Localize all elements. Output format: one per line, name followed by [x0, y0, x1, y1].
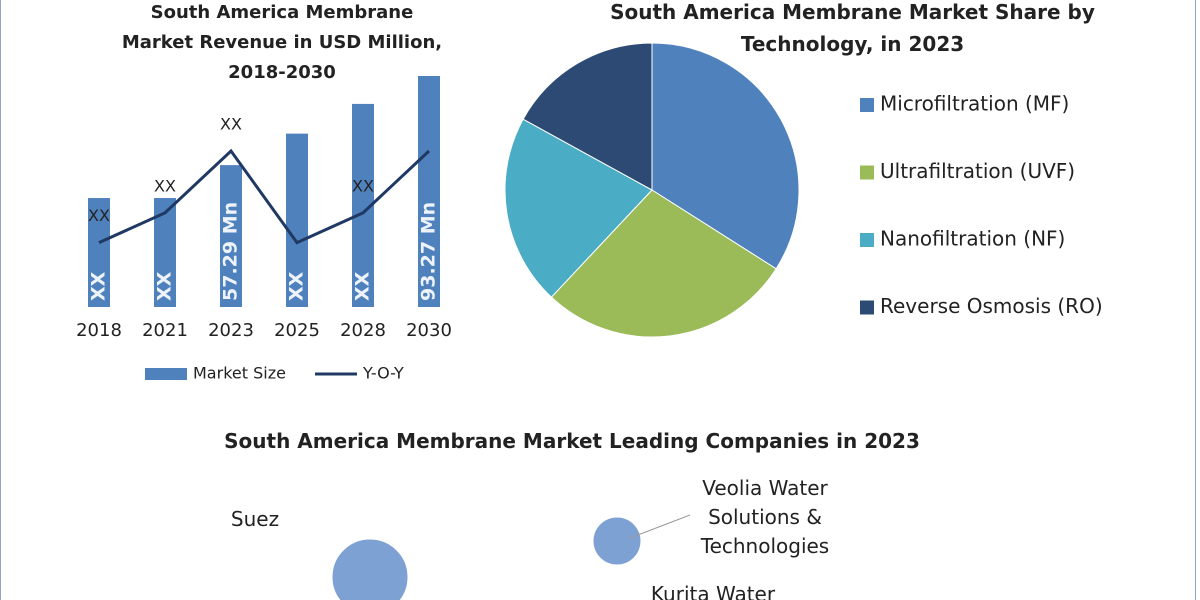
bar — [220, 165, 242, 307]
bar-value-label: XX — [154, 271, 176, 301]
line-value-label: XX — [220, 114, 242, 133]
line-value-label: XX — [352, 176, 374, 195]
pie-slice — [550, 189, 777, 338]
bubble-label: Kurita Water — [650, 582, 776, 600]
pie-slice — [522, 42, 653, 191]
x-tick-label: 2030 — [406, 320, 452, 341]
legend-swatch — [860, 300, 874, 315]
chart-title: South America Membrane Market Revenue in… — [121, 2, 443, 83]
legend-swatch — [860, 233, 874, 247]
chart-title: South America Membrane Market Leading Co… — [224, 429, 920, 453]
chart-title: South America Membrane Market Share by T… — [610, 0, 1095, 56]
bar — [88, 198, 110, 307]
leader-line — [629, 514, 691, 539]
legend-label: Market Size — [193, 364, 286, 383]
legend-swatch — [145, 368, 187, 380]
legend-swatch — [860, 165, 874, 180]
bar — [352, 103, 374, 307]
pie-slice — [504, 118, 653, 298]
bar — [154, 198, 176, 307]
line-value-label: XX — [154, 176, 176, 195]
x-tick-label: 2028 — [340, 320, 386, 341]
legend-label: Reverse Osmosis (RO) — [880, 294, 1103, 318]
x-tick-label: 2021 — [142, 320, 188, 341]
legend-label: Microfiltration (MF) — [880, 92, 1069, 116]
bubble-label: Suez — [230, 507, 280, 531]
bar-value-label: XX — [286, 271, 308, 301]
x-tick-label: 2023 — [208, 320, 254, 341]
legend-label: Nanofiltration (NF) — [880, 227, 1065, 251]
line-value-label: XX — [88, 206, 110, 225]
bar — [286, 133, 308, 307]
bar-value-label: XX — [88, 271, 110, 301]
pie-slice — [651, 42, 800, 270]
bubble-label: Veolia Water Solutions & Technologies — [700, 476, 830, 558]
bar-value-label: XX — [352, 271, 374, 301]
bar — [418, 76, 440, 307]
legend-label: Ultrafiltration (UVF) — [880, 159, 1075, 183]
bar-value-label: 93.27 Mn — [418, 202, 440, 301]
bar-value-label: 57.29 Mn — [220, 202, 242, 301]
bubble — [331, 538, 409, 600]
bubble — [592, 516, 642, 566]
x-tick-label: 2018 — [76, 320, 122, 341]
legend-label: Y-O-Y — [362, 364, 404, 383]
legend-swatch — [860, 98, 874, 112]
line — [98, 148, 431, 245]
x-tick-label: 2025 — [274, 320, 320, 341]
